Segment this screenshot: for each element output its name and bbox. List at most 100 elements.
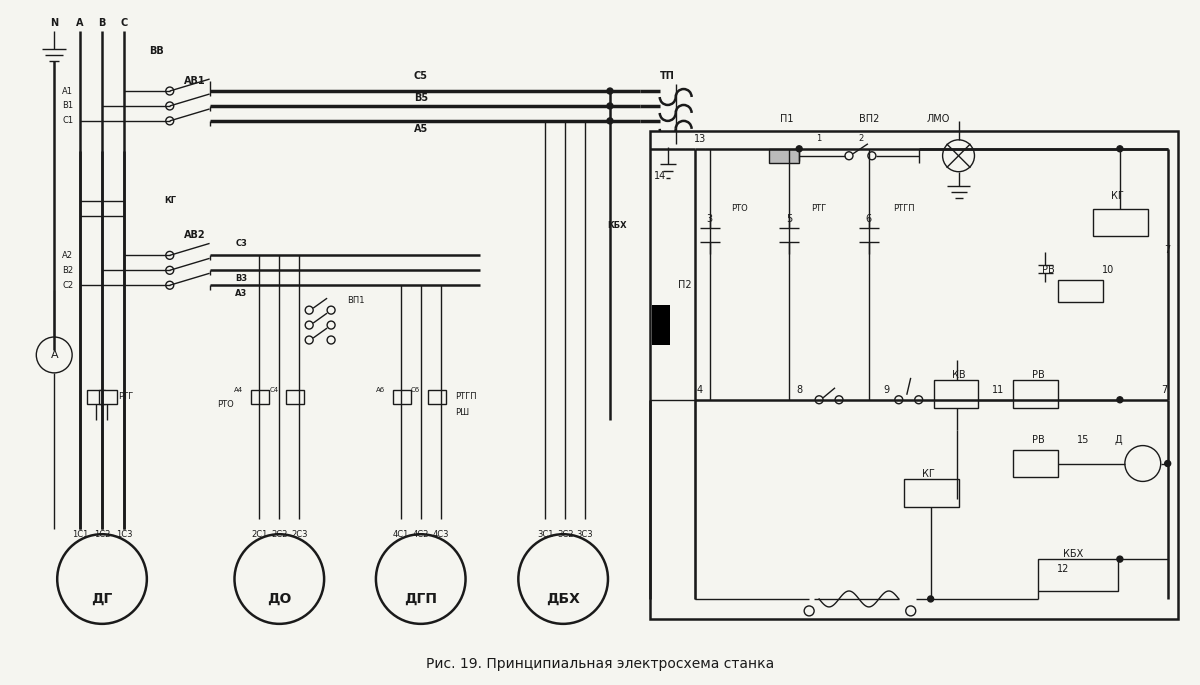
Circle shape (895, 396, 902, 403)
Circle shape (166, 266, 174, 274)
Text: А5: А5 (414, 124, 428, 134)
Text: 5: 5 (786, 214, 792, 223)
Bar (427, 390, 445, 403)
Bar (1038, 559, 1118, 591)
Text: 9: 9 (883, 385, 890, 395)
Text: А: А (50, 350, 58, 360)
Circle shape (914, 396, 923, 403)
Text: C1: C1 (62, 116, 73, 125)
Text: B: B (98, 18, 106, 28)
Bar (649, 131, 1177, 619)
Circle shape (166, 87, 174, 95)
Text: 3С3: 3С3 (577, 530, 593, 538)
Text: РТГ: РТГ (811, 204, 827, 213)
Circle shape (607, 88, 613, 94)
Circle shape (797, 146, 802, 152)
Text: A2: A2 (62, 251, 73, 260)
Text: А3: А3 (235, 288, 247, 298)
Bar (1013, 449, 1058, 477)
Bar (392, 390, 410, 403)
Text: ЛМО: ЛМО (926, 114, 950, 124)
Text: КГ: КГ (1111, 190, 1124, 201)
Text: ДГП: ДГП (404, 592, 437, 606)
Circle shape (328, 321, 335, 329)
Text: 4С1: 4С1 (392, 530, 409, 538)
Text: 10: 10 (1102, 265, 1114, 275)
Text: Д: Д (1114, 434, 1122, 445)
Text: КБХ: КБХ (607, 221, 626, 230)
Text: А6: А6 (376, 387, 385, 393)
Text: C2: C2 (62, 281, 73, 290)
Circle shape (943, 140, 974, 172)
Text: 2С3: 2С3 (290, 530, 307, 538)
Text: П1: П1 (780, 114, 794, 124)
Text: РВ: РВ (1032, 434, 1044, 445)
Text: РВ: РВ (1032, 370, 1044, 380)
Text: РШ: РШ (456, 408, 469, 417)
Circle shape (305, 306, 313, 314)
Text: А4: А4 (234, 387, 244, 393)
Text: 1С1: 1С1 (72, 530, 89, 538)
Text: КБХ: КБХ (1063, 549, 1084, 559)
Circle shape (607, 118, 613, 124)
Text: 7: 7 (1162, 385, 1168, 395)
Text: 3С1: 3С1 (536, 530, 553, 538)
Bar (1093, 208, 1147, 236)
Text: 2: 2 (858, 134, 864, 143)
Circle shape (835, 396, 844, 403)
Circle shape (804, 606, 814, 616)
Text: A1: A1 (62, 86, 73, 95)
Text: ДО: ДО (268, 592, 292, 606)
Text: 6: 6 (866, 214, 872, 223)
Text: 1: 1 (816, 134, 822, 143)
Text: С5: С5 (414, 71, 427, 81)
Text: 7: 7 (1164, 245, 1171, 256)
Circle shape (58, 534, 146, 624)
Text: 13: 13 (694, 134, 706, 144)
Text: РТГ: РТГ (118, 393, 133, 401)
Bar (934, 380, 978, 408)
Circle shape (328, 306, 335, 314)
Bar (1058, 280, 1103, 302)
Text: 4С3: 4С3 (432, 530, 449, 538)
Circle shape (607, 103, 613, 109)
Text: A: A (77, 18, 84, 28)
Text: 3С2: 3С2 (557, 530, 574, 538)
Text: B1: B1 (62, 101, 73, 110)
Text: РТГП: РТГП (893, 204, 914, 213)
Circle shape (234, 534, 324, 624)
Text: АВ1: АВ1 (184, 76, 205, 86)
Circle shape (376, 534, 466, 624)
Circle shape (1124, 445, 1160, 482)
Circle shape (328, 336, 335, 344)
Text: КГ: КГ (163, 196, 175, 205)
Text: С4: С4 (269, 387, 278, 393)
Text: С3: С3 (235, 239, 247, 248)
Text: ВП2: ВП2 (859, 114, 880, 124)
Text: П2: П2 (678, 280, 691, 290)
Circle shape (868, 152, 876, 160)
Text: C: C (120, 18, 127, 28)
Text: КВ: КВ (952, 370, 965, 380)
Text: С6: С6 (410, 387, 420, 393)
Circle shape (1117, 397, 1123, 403)
Text: 4: 4 (696, 385, 703, 395)
Text: 15: 15 (1076, 434, 1090, 445)
Text: Рис. 19. Принципиальная электросхема станка: Рис. 19. Принципиальная электросхема ста… (426, 657, 774, 671)
Bar (904, 479, 959, 508)
Circle shape (166, 102, 174, 110)
Circle shape (928, 596, 934, 602)
Text: РВ: РВ (1042, 265, 1055, 275)
Bar (88, 390, 106, 403)
Bar (652, 305, 670, 345)
Circle shape (166, 282, 174, 289)
Bar (252, 390, 269, 403)
Text: 1С2: 1С2 (94, 530, 110, 538)
Text: ДБХ: ДБХ (546, 592, 580, 606)
Bar (100, 390, 116, 403)
Text: АВ2: АВ2 (184, 230, 205, 240)
Text: ТП: ТП (660, 71, 676, 81)
Bar (1013, 380, 1058, 408)
Text: В3: В3 (235, 274, 247, 283)
Bar (287, 390, 305, 403)
